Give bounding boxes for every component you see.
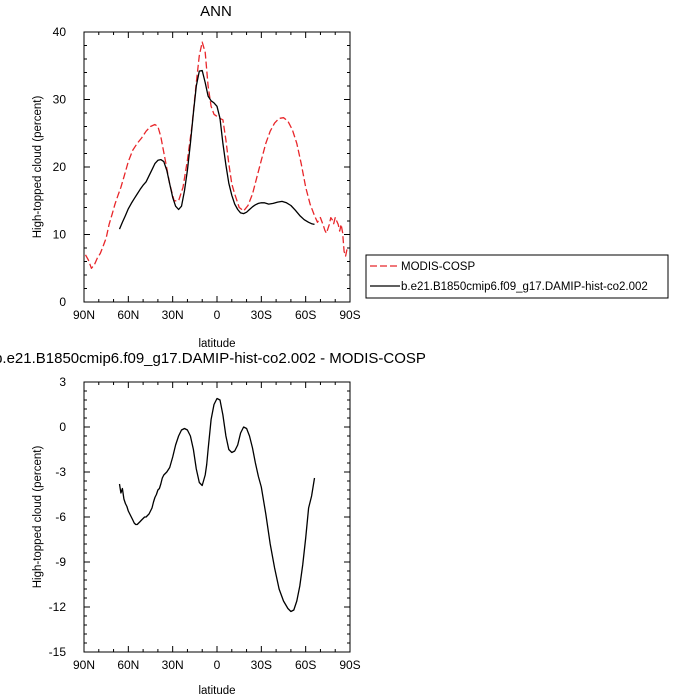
- bottom-y-tick-label: -15: [49, 645, 67, 659]
- top-x-tick-label: 30N: [162, 308, 184, 322]
- top-y-tick-label: 40: [53, 25, 67, 39]
- top-x-tick-label: 0: [214, 308, 221, 322]
- top-chart: ANN 90N 60N 30N 0 30S 60S 90S 0 10 20 30 40 latitud…: [32, 3, 669, 350]
- legend-frame: [365, 254, 669, 299]
- top-x-tick-label: 60N: [117, 308, 139, 322]
- top-y-tick-label: 0: [59, 295, 66, 309]
- bottom-y-tick-label: -12: [49, 600, 67, 614]
- top-ticks: 90N 60N 30N 0 30S 60S 90S 0 10 20 30 40: [53, 25, 361, 322]
- bottom-y-tick-label: 3: [59, 375, 66, 389]
- top-series-line-0: [84, 41, 349, 269]
- legend-label-model: b.e21.B1850cmip6.f09_g17.DAMIP-hist-co2.…: [401, 281, 648, 293]
- bottom-x-tick-label: 30S: [251, 658, 272, 672]
- bottom-y-tick-label: -3: [55, 465, 66, 479]
- top-series-line-1: [118, 69, 315, 230]
- bottom-y-tick-label: -9: [55, 555, 66, 569]
- top-x-tick-label: 90S: [339, 308, 360, 322]
- top-y-tick-label: 10: [53, 228, 67, 242]
- bottom-x-tick-label: 60S: [295, 658, 316, 672]
- top-y-tick-label: 30: [53, 93, 67, 107]
- bottom-x-tick-label: 0: [214, 658, 221, 672]
- top-chart-title: ANN: [200, 3, 232, 20]
- bottom-chart: b.e21.B1850cmip6.f09_g17.DAMIP-hist-co2.…: [0, 350, 426, 697]
- bottom-plot-frame: [83, 381, 351, 653]
- top-x-tick-label: 60S: [295, 308, 316, 322]
- bottom-x-axis-label: latitude: [198, 685, 235, 697]
- legend-label-modis: MODIS-COSP: [401, 261, 475, 273]
- top-plot-area: [84, 41, 349, 269]
- bottom-x-tick-label: 90N: [73, 658, 95, 672]
- bottom-y-tick-label: 0: [59, 420, 66, 434]
- bottom-series-line-0: [118, 397, 316, 613]
- bottom-x-tick-label: 30N: [162, 658, 184, 672]
- top-x-tick-label: 30S: [251, 308, 272, 322]
- bottom-ticks: 90N 60N 30N 0 30S 60S 90S -15 -12 -9 -6 -3 0 3: [49, 375, 361, 672]
- top-x-axis-label: latitude: [198, 338, 235, 350]
- bottom-y-axis-label: High-topped cloud (percent): [32, 446, 44, 589]
- bottom-x-tick-label: 60N: [117, 658, 139, 672]
- top-y-tick-label: 20: [53, 160, 67, 174]
- legend: MODIS-COSP b.e21.B1850cmip6.f09_g17.DAMI…: [365, 254, 669, 299]
- top-x-tick-label: 90N: [73, 308, 95, 322]
- bottom-chart-title: b.e21.B1850cmip6.f09_g17.DAMIP-hist-co2.…: [0, 350, 426, 367]
- top-y-axis-label: High-topped cloud (percent): [32, 96, 44, 239]
- top-plot-frame: [83, 31, 351, 303]
- bottom-plot-area: [118, 397, 316, 613]
- bottom-y-tick-label: -6: [55, 510, 66, 524]
- bottom-x-tick-label: 90S: [339, 658, 360, 672]
